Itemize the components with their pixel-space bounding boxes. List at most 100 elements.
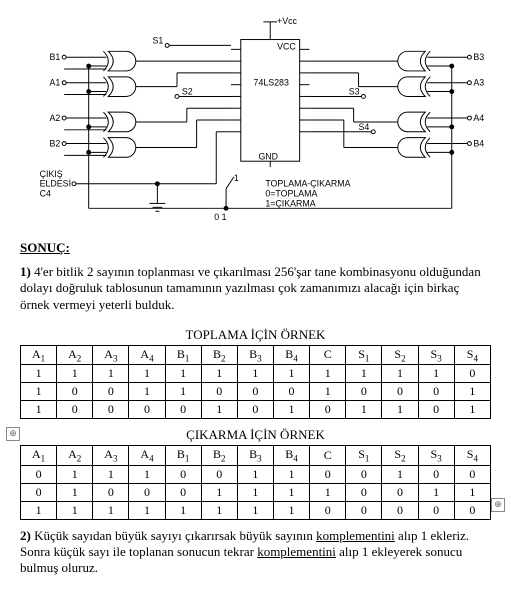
col-header: A2	[57, 345, 93, 364]
table-cell: 1	[93, 501, 129, 519]
table-cell: 1	[129, 465, 165, 483]
label-b2: B2	[49, 138, 60, 148]
table-cell: 0	[418, 465, 454, 483]
table-cell: 0	[21, 483, 57, 501]
col-header: S3	[418, 446, 454, 465]
table-cell: 1	[382, 465, 418, 483]
table-cell: 0	[454, 365, 490, 383]
col-header: S2	[382, 446, 418, 465]
table-cell: 1	[57, 483, 93, 501]
table-cell: 1	[201, 401, 237, 419]
table-cell: 1	[382, 401, 418, 419]
label-s2: S2	[182, 86, 193, 96]
table-cell: 0	[382, 383, 418, 401]
table-cell: 0	[201, 383, 237, 401]
label-carry-3: C4	[40, 189, 51, 199]
label-s3: S3	[349, 86, 360, 96]
table-cell: 0	[382, 501, 418, 519]
label-a3: A3	[473, 78, 484, 88]
table-cell: 0	[310, 401, 346, 419]
table-cell: 0	[21, 465, 57, 483]
table-cell: 0	[310, 501, 346, 519]
table-cell: 0	[165, 465, 201, 483]
table-cell: 1	[201, 501, 237, 519]
col-header: C	[310, 345, 346, 364]
table-row: 0111001100100	[21, 465, 491, 483]
table-cell: 1	[273, 365, 309, 383]
table-cell: 1	[57, 465, 93, 483]
p2u2: komplementini	[257, 544, 336, 559]
table-cell: 1	[346, 401, 382, 419]
table-cell: 0	[346, 483, 382, 501]
table-cell: 0	[201, 465, 237, 483]
table-cell: 0	[346, 501, 382, 519]
table-cell: 0	[454, 501, 490, 519]
cikarma-title: ÇIKARMA İÇİN ÖRNEK	[20, 427, 491, 443]
table-cell: 1	[165, 501, 201, 519]
table-cell: 1	[93, 365, 129, 383]
anchor-icon-left: ⊕	[6, 427, 20, 441]
label-b3: B3	[473, 52, 484, 62]
section-heading-sonuc: SONUÇ:	[20, 240, 491, 256]
para1-text: 4'er bitlik 2 sayının toplanması ve çıka…	[20, 264, 481, 312]
col-header: B2	[201, 345, 237, 364]
table-cell: 1	[21, 365, 57, 383]
table-cell: 0	[310, 465, 346, 483]
col-header: C	[310, 446, 346, 465]
label-legend-1: TOPLAMA-ÇIKARMA	[265, 179, 350, 189]
table-cell: 0	[57, 401, 93, 419]
col-header: S4	[454, 446, 490, 465]
table-cell: 1	[273, 465, 309, 483]
table-cell: 1	[57, 501, 93, 519]
label-b4: B4	[473, 138, 484, 148]
col-header: A1	[21, 446, 57, 465]
col-header: A3	[93, 345, 129, 364]
label-legend-2: 0=TOPLAMA	[265, 189, 317, 199]
table-cell: 0	[273, 383, 309, 401]
table-cell: 1	[237, 365, 273, 383]
table-cell: 0	[57, 383, 93, 401]
table-cell: 1	[57, 365, 93, 383]
table-row: 1111111111110	[21, 365, 491, 383]
paragraph-2: 2) Küçük sayıdan büyük sayıyı çıkarırsak…	[20, 528, 491, 577]
col-header: A4	[129, 446, 165, 465]
table-cell: 0	[129, 401, 165, 419]
col-header: B3	[237, 446, 273, 465]
table-cell: 1	[454, 483, 490, 501]
table-cell: 1	[454, 383, 490, 401]
table-cell: 1	[201, 365, 237, 383]
table-cell: 0	[418, 401, 454, 419]
table-cell: 0	[454, 465, 490, 483]
label-a2: A2	[49, 113, 60, 123]
col-header: B4	[273, 345, 309, 364]
circuit-diagram: +Vcc VCC 74LS283 GND B1 A1 A2 B2 B3 A3 A…	[20, 10, 491, 230]
label-b1: B1	[49, 52, 60, 62]
table-cell: 0	[165, 483, 201, 501]
label-carry-2: ELDESİ	[40, 179, 71, 189]
table-cell: 1	[129, 365, 165, 383]
table-cell: 1	[418, 365, 454, 383]
label-s4: S4	[359, 122, 370, 132]
col-header: A4	[129, 345, 165, 364]
label-a4: A4	[473, 113, 484, 123]
table-row: 0100011110011	[21, 483, 491, 501]
table-cell: 1	[310, 383, 346, 401]
cikarma-table: A1A2A3A4B1B2B3B4CS1S2S3S4 01110011001000…	[20, 445, 491, 519]
col-header: S4	[454, 345, 490, 364]
table-cell: 1	[21, 501, 57, 519]
table-cell: 0	[382, 483, 418, 501]
label-gnd: GND	[258, 151, 278, 161]
label-a1: A1	[49, 78, 60, 88]
table-cell: 0	[93, 401, 129, 419]
table-cell: 0	[418, 383, 454, 401]
table-cell: 1	[237, 483, 273, 501]
toplama-table: A1A2A3A4B1B2B3B4CS1S2S3S4 11111111111101…	[20, 345, 491, 419]
col-header: B2	[201, 446, 237, 465]
col-header: S2	[382, 345, 418, 364]
toplama-title: TOPLAMA İÇİN ÖRNEK	[20, 327, 491, 343]
label-carry-1: ÇIKIŞ	[40, 169, 63, 179]
label-sw0: 0 1	[214, 212, 226, 222]
anchor-icon-right: ⊕	[491, 498, 505, 512]
col-header: B4	[273, 446, 309, 465]
label-chip: 74LS283	[254, 78, 289, 88]
